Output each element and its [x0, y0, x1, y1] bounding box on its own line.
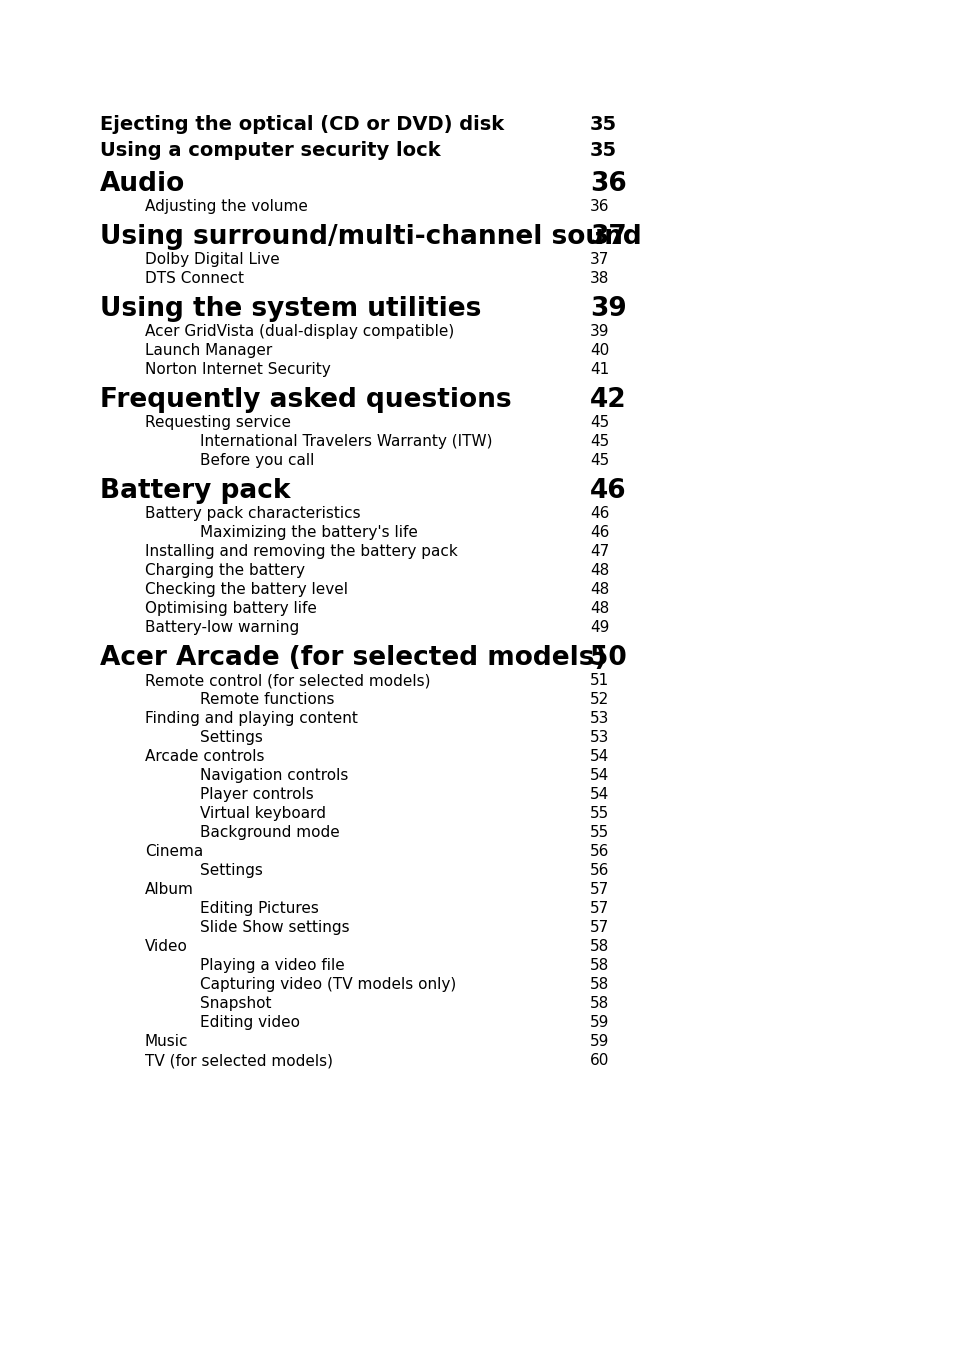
Text: 54: 54 — [589, 787, 609, 802]
Text: TV (for selected models): TV (for selected models) — [145, 1053, 333, 1068]
Text: Battery pack: Battery pack — [100, 478, 291, 504]
Text: Before you call: Before you call — [200, 453, 314, 468]
Text: Video: Video — [145, 939, 188, 954]
Text: 45: 45 — [589, 434, 609, 449]
Text: 52: 52 — [589, 691, 609, 706]
Text: 57: 57 — [589, 882, 609, 897]
Text: Frequently asked questions: Frequently asked questions — [100, 387, 511, 413]
Text: 48: 48 — [589, 601, 609, 616]
Text: 53: 53 — [589, 711, 609, 726]
Text: Adjusting the volume: Adjusting the volume — [145, 199, 308, 214]
Text: 35: 35 — [589, 141, 617, 160]
Text: 55: 55 — [589, 826, 609, 841]
Text: Virtual keyboard: Virtual keyboard — [200, 806, 326, 821]
Text: Cinema: Cinema — [145, 845, 203, 858]
Text: Charging the battery: Charging the battery — [145, 563, 305, 578]
Text: 48: 48 — [589, 563, 609, 578]
Text: 58: 58 — [589, 958, 609, 973]
Text: Battery pack characteristics: Battery pack characteristics — [145, 507, 360, 522]
Text: 51: 51 — [589, 674, 609, 689]
Text: 45: 45 — [589, 415, 609, 430]
Text: 36: 36 — [589, 171, 626, 197]
Text: Music: Music — [145, 1034, 189, 1049]
Text: Requesting service: Requesting service — [145, 415, 291, 430]
Text: Slide Show settings: Slide Show settings — [200, 920, 349, 935]
Text: 58: 58 — [589, 997, 609, 1010]
Text: 37: 37 — [589, 225, 626, 251]
Text: Remote functions: Remote functions — [200, 691, 335, 706]
Text: Using surround/multi-channel sound: Using surround/multi-channel sound — [100, 225, 641, 251]
Text: 56: 56 — [589, 845, 609, 858]
Text: 38: 38 — [589, 271, 609, 286]
Text: 46: 46 — [589, 478, 626, 504]
Text: DTS Connect: DTS Connect — [145, 271, 244, 286]
Text: 39: 39 — [589, 296, 626, 322]
Text: Battery-low warning: Battery-low warning — [145, 620, 299, 635]
Text: Audio: Audio — [100, 171, 185, 197]
Text: 57: 57 — [589, 901, 609, 916]
Text: 60: 60 — [589, 1053, 609, 1068]
Text: 49: 49 — [589, 620, 609, 635]
Text: 58: 58 — [589, 977, 609, 993]
Text: Settings: Settings — [200, 862, 263, 878]
Text: Using the system utilities: Using the system utilities — [100, 296, 481, 322]
Text: Remote control (for selected models): Remote control (for selected models) — [145, 674, 430, 689]
Text: 57: 57 — [589, 920, 609, 935]
Text: 39: 39 — [589, 324, 609, 340]
Text: 54: 54 — [589, 768, 609, 783]
Text: Player controls: Player controls — [200, 787, 314, 802]
Text: Installing and removing the battery pack: Installing and removing the battery pack — [145, 543, 457, 559]
Text: 50: 50 — [589, 645, 626, 671]
Text: 48: 48 — [589, 582, 609, 597]
Text: 37: 37 — [589, 252, 609, 267]
Text: Finding and playing content: Finding and playing content — [145, 711, 357, 726]
Text: 53: 53 — [589, 730, 609, 745]
Text: Maximizing the battery's life: Maximizing the battery's life — [200, 524, 417, 539]
Text: 59: 59 — [589, 1014, 609, 1029]
Text: Navigation controls: Navigation controls — [200, 768, 348, 783]
Text: Album: Album — [145, 882, 193, 897]
Text: 42: 42 — [589, 387, 626, 413]
Text: 55: 55 — [589, 806, 609, 821]
Text: Background mode: Background mode — [200, 826, 339, 841]
Text: 35: 35 — [589, 115, 617, 134]
Text: Acer GridVista (dual-display compatible): Acer GridVista (dual-display compatible) — [145, 324, 454, 340]
Text: Editing Pictures: Editing Pictures — [200, 901, 318, 916]
Text: 54: 54 — [589, 749, 609, 764]
Text: Playing a video file: Playing a video file — [200, 958, 344, 973]
Text: Norton Internet Security: Norton Internet Security — [145, 361, 331, 376]
Text: Capturing video (TV models only): Capturing video (TV models only) — [200, 977, 456, 993]
Text: 40: 40 — [589, 344, 609, 359]
Text: Snapshot: Snapshot — [200, 997, 272, 1010]
Text: 41: 41 — [589, 361, 609, 376]
Text: Using a computer security lock: Using a computer security lock — [100, 141, 440, 160]
Text: 36: 36 — [589, 199, 609, 214]
Text: 58: 58 — [589, 939, 609, 954]
Text: Launch Manager: Launch Manager — [145, 344, 272, 359]
Text: Editing video: Editing video — [200, 1014, 299, 1029]
Text: Arcade controls: Arcade controls — [145, 749, 264, 764]
Text: International Travelers Warranty (ITW): International Travelers Warranty (ITW) — [200, 434, 492, 449]
Text: Dolby Digital Live: Dolby Digital Live — [145, 252, 279, 267]
Text: Settings: Settings — [200, 730, 263, 745]
Text: 45: 45 — [589, 453, 609, 468]
Text: Acer Arcade (for selected models): Acer Arcade (for selected models) — [100, 645, 606, 671]
Text: 46: 46 — [589, 524, 609, 539]
Text: 56: 56 — [589, 862, 609, 878]
Text: 47: 47 — [589, 543, 609, 559]
Text: 59: 59 — [589, 1034, 609, 1049]
Text: Checking the battery level: Checking the battery level — [145, 582, 348, 597]
Text: 46: 46 — [589, 507, 609, 522]
Text: Ejecting the optical (CD or DVD) disk: Ejecting the optical (CD or DVD) disk — [100, 115, 503, 134]
Text: Optimising battery life: Optimising battery life — [145, 601, 316, 616]
